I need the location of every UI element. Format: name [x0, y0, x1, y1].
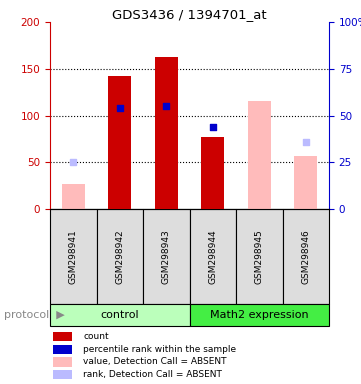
Bar	[143, 209, 190, 304]
Bar	[53, 370, 72, 379]
Text: protocol  ▶: protocol ▶	[4, 310, 64, 320]
Bar	[108, 76, 131, 209]
Text: GSM298942: GSM298942	[115, 229, 124, 284]
Text: GSM298944: GSM298944	[208, 229, 217, 284]
Point	[164, 103, 169, 109]
Bar	[190, 304, 329, 326]
Text: Math2 expression: Math2 expression	[210, 310, 309, 320]
Text: count: count	[83, 332, 109, 341]
Bar	[155, 56, 178, 209]
Text: GSM298943: GSM298943	[162, 229, 171, 284]
Title: GDS3436 / 1394701_at: GDS3436 / 1394701_at	[112, 8, 267, 21]
Bar	[236, 209, 283, 304]
Text: GSM298941: GSM298941	[69, 229, 78, 284]
Text: percentile rank within the sample: percentile rank within the sample	[83, 345, 236, 354]
Bar	[53, 344, 72, 354]
Text: rank, Detection Call = ABSENT: rank, Detection Call = ABSENT	[83, 370, 222, 379]
Bar	[283, 209, 329, 304]
Bar	[248, 101, 271, 209]
Bar	[190, 209, 236, 304]
Bar	[294, 156, 317, 209]
Point	[210, 124, 216, 130]
Text: value, Detection Call = ABSENT: value, Detection Call = ABSENT	[83, 358, 227, 366]
Point	[117, 105, 123, 111]
Bar	[201, 137, 225, 209]
Bar	[96, 209, 143, 304]
Point	[70, 159, 76, 166]
Bar	[62, 184, 85, 209]
Bar	[53, 332, 72, 341]
Bar	[50, 209, 96, 304]
Point	[303, 139, 309, 145]
Text: GSM298946: GSM298946	[301, 229, 310, 284]
Text: control: control	[100, 310, 139, 320]
Bar	[53, 358, 72, 367]
Text: GSM298945: GSM298945	[255, 229, 264, 284]
Bar	[50, 304, 190, 326]
